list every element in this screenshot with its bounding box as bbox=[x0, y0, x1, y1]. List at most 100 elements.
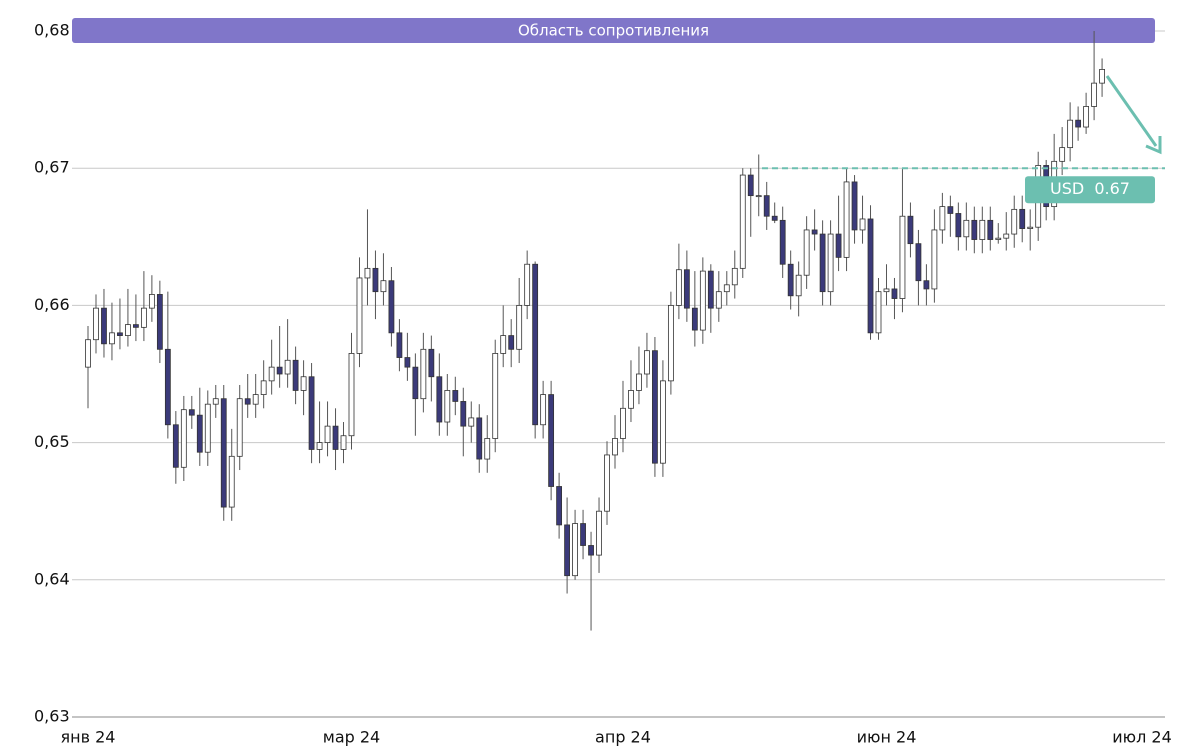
candle-body bbox=[923, 280, 930, 290]
candle-body bbox=[228, 455, 235, 508]
y-tick-label: 0,68 bbox=[34, 21, 70, 40]
candle-body bbox=[1091, 82, 1097, 107]
x-tick-label: мар 24 bbox=[323, 728, 380, 747]
x-tick-label: апр 24 bbox=[595, 728, 651, 747]
candle-body bbox=[380, 280, 387, 293]
candle-body bbox=[699, 270, 706, 331]
candle-body bbox=[156, 294, 163, 350]
candle-body bbox=[500, 335, 507, 354]
candle-body bbox=[1083, 106, 1090, 128]
candle-body bbox=[252, 394, 259, 405]
candle-body bbox=[652, 350, 658, 464]
candle-body bbox=[596, 510, 602, 556]
candle-body bbox=[180, 409, 187, 468]
candle-body bbox=[771, 215, 778, 221]
resistance-label: Область сопротивления bbox=[518, 22, 709, 40]
y-tick-label: 0,67 bbox=[34, 158, 70, 177]
candle-body bbox=[604, 454, 610, 512]
candle-body bbox=[803, 229, 810, 276]
candle-body bbox=[460, 401, 467, 427]
candle-body bbox=[196, 414, 203, 453]
candle-body bbox=[867, 218, 874, 334]
candle-body bbox=[109, 332, 115, 345]
candle-body bbox=[819, 233, 826, 293]
candle-body bbox=[955, 213, 962, 238]
candle-body bbox=[420, 348, 427, 400]
candle-body bbox=[827, 233, 834, 293]
candle-body bbox=[883, 288, 890, 293]
candle-body bbox=[683, 269, 690, 309]
candle-body bbox=[1059, 147, 1066, 162]
candle-body bbox=[324, 425, 331, 443]
candle-body bbox=[412, 366, 419, 400]
candle-body bbox=[404, 357, 411, 368]
candle-body bbox=[452, 390, 459, 402]
resistance-zone bbox=[72, 18, 1155, 43]
candle-body bbox=[364, 267, 371, 279]
candle-body bbox=[915, 243, 922, 282]
candle-body bbox=[731, 267, 738, 286]
price-label: USD 0.67 bbox=[1050, 179, 1130, 198]
candle-body bbox=[723, 284, 730, 293]
candle-body bbox=[484, 438, 491, 460]
candle-body bbox=[101, 307, 107, 345]
candle-body bbox=[963, 219, 970, 238]
candle-body bbox=[939, 206, 946, 231]
candle-body bbox=[148, 294, 155, 309]
candle-body bbox=[755, 195, 762, 198]
candle-body bbox=[268, 366, 275, 382]
candle-body bbox=[356, 277, 363, 354]
candle-body bbox=[660, 380, 666, 464]
candle-body bbox=[620, 407, 626, 439]
candle-body bbox=[628, 390, 634, 409]
price-label-box bbox=[1025, 176, 1155, 204]
candle-body bbox=[436, 376, 443, 423]
candle-body bbox=[284, 359, 291, 375]
candle-body bbox=[212, 398, 219, 405]
candle-body bbox=[556, 486, 563, 526]
candle-body bbox=[93, 307, 99, 341]
candle-body bbox=[811, 229, 818, 235]
candle-body bbox=[947, 206, 954, 214]
candle-body bbox=[636, 373, 642, 391]
candle-body bbox=[675, 269, 682, 306]
candle-body bbox=[971, 219, 978, 240]
candle-body bbox=[891, 288, 898, 299]
candle-body bbox=[787, 263, 794, 297]
candle-body bbox=[1019, 208, 1026, 229]
candle-body bbox=[308, 376, 315, 450]
candle-body bbox=[795, 274, 802, 297]
x-tick-label: июл 24 bbox=[1112, 728, 1172, 747]
candle-body bbox=[444, 390, 451, 423]
candle-body bbox=[851, 181, 858, 231]
candle-body bbox=[125, 324, 131, 336]
candle-body bbox=[140, 307, 147, 328]
candle-body bbox=[779, 219, 786, 265]
y-tick-label: 0,66 bbox=[34, 295, 70, 314]
candle-body bbox=[117, 332, 123, 336]
candle-body bbox=[468, 417, 475, 427]
y-tick-label: 0,63 bbox=[34, 707, 70, 726]
trend-arrow-head bbox=[1145, 136, 1162, 155]
candle-body bbox=[332, 425, 339, 450]
candle-body bbox=[715, 291, 722, 309]
candle-body bbox=[1003, 233, 1010, 239]
candle-body bbox=[508, 335, 515, 350]
candle-body bbox=[260, 380, 267, 395]
candle-body bbox=[492, 353, 499, 439]
candle-body bbox=[236, 398, 243, 457]
candle-body bbox=[987, 219, 994, 240]
candle-body bbox=[843, 181, 850, 258]
candle-body bbox=[931, 229, 938, 290]
candle-body bbox=[540, 394, 547, 426]
candle-body bbox=[164, 348, 171, 426]
candle-body bbox=[747, 174, 754, 197]
candle-body bbox=[907, 215, 914, 245]
candle-body bbox=[979, 219, 986, 240]
candle-body bbox=[220, 398, 227, 508]
candle-body bbox=[572, 523, 578, 577]
candle-body bbox=[340, 435, 347, 450]
candle-body bbox=[859, 218, 866, 231]
candle-body bbox=[348, 353, 355, 437]
